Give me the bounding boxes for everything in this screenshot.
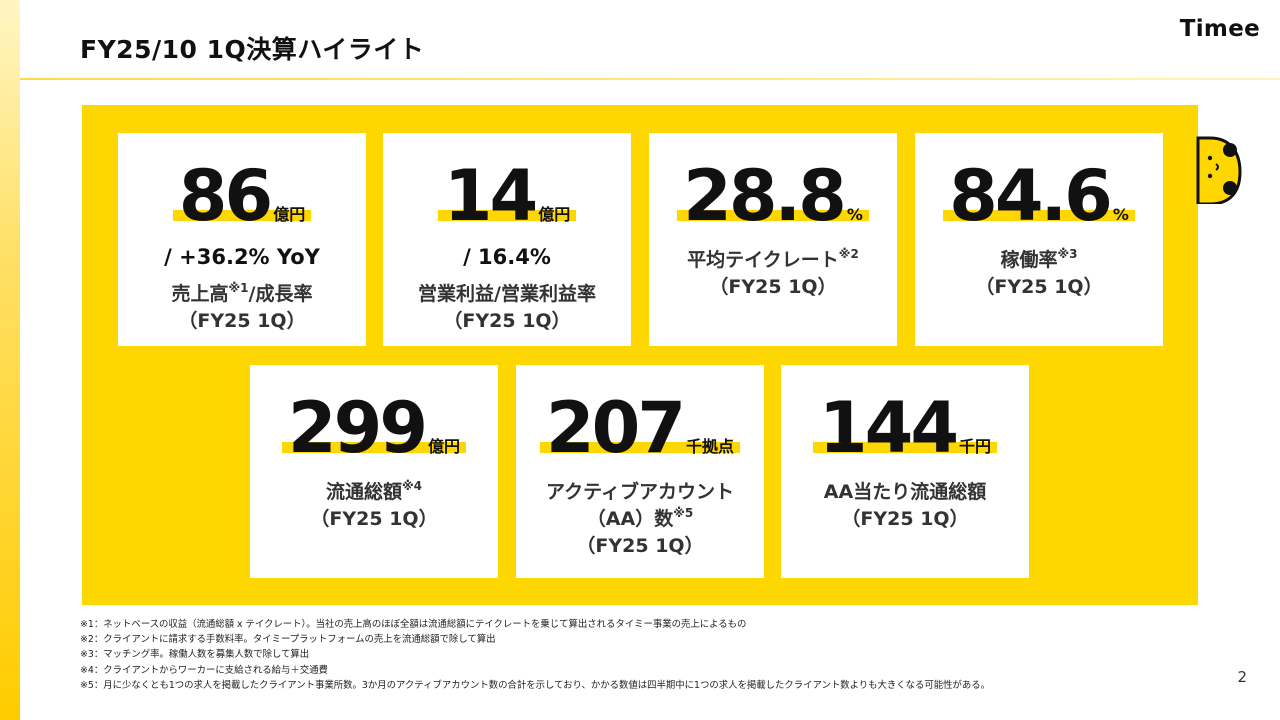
metric-unit: 億円 (538, 205, 571, 224)
footnote-ref: ※5 (673, 506, 694, 520)
metric-unit: 千円 (959, 437, 992, 456)
footnote-1: ※1：ネットベースの収益（流通総額 x テイクレート）。当社の売上高のほぼ全額は… (80, 619, 747, 630)
metric-label: 流通総額 (325, 481, 402, 503)
metric-label: AA当たり流通総額 (823, 481, 987, 503)
metric-unit: % (1112, 205, 1129, 224)
metric-period: （FY25 1Q） (178, 310, 306, 332)
metric-value: 28.8 (683, 155, 847, 237)
metric-period: （FY25 1Q） (841, 508, 969, 530)
footnote-ref: ※4 (402, 479, 423, 493)
mascot-face-icon (1196, 136, 1242, 204)
metric-card-utilization-rate: 84.6% 稼働率※3 （FY25 1Q） (915, 133, 1163, 346)
footnote-2: ※2：クライアントに請求する手数料率。タイミープラットフォームの売上を流通総額で… (80, 634, 496, 646)
page-number: 2 (1237, 668, 1247, 686)
timee-logo: Timee (1179, 16, 1260, 42)
metric-value: 299 (287, 387, 428, 469)
metric-card-gmv-per-account: 144 千円 AA当たり流通総額 （FY25 1Q） (781, 365, 1029, 578)
metric-period: （FY25 1Q） (576, 535, 704, 557)
metric-label: アクティブアカウント (546, 481, 734, 503)
metric-period: （FY25 1Q） (709, 276, 837, 298)
metric-label: 稼働率 (1000, 249, 1058, 271)
metric-unit: % (846, 205, 863, 224)
left-accent-stripe (0, 0, 20, 720)
footnote-ref: ※3 (1057, 247, 1078, 261)
metric-value: 84.6 (949, 155, 1113, 237)
footnote-3: ※3：マッチング率。稼働人数を募集人数で除して算出 (80, 649, 310, 661)
footnote-5: ※5：月に少なくとも1つの求人を掲載したクライアント事業所数。3か月のアクティブ… (80, 679, 991, 691)
metric-period: （FY25 1Q） (975, 276, 1103, 298)
metric-label: 営業利益/営業利益率 (418, 283, 596, 305)
metric-label-suffix: /成長率 (248, 283, 313, 305)
metric-label: 平均テイクレート (687, 249, 839, 271)
metric-label-line2: （AA）数 (586, 508, 674, 530)
metric-value: 144 (818, 387, 959, 469)
metric-subline: / +36.2% YoY (164, 245, 320, 269)
metric-value: 86 (178, 155, 273, 237)
metric-unit: 億円 (273, 205, 306, 224)
metric-card-active-accounts: 207 千拠点 アクティブアカウント （AA）数※5 （FY25 1Q） (516, 365, 764, 578)
metric-label: 売上高 (171, 283, 229, 305)
metric-card-operating-profit: 14 億円 / 16.4% 営業利益/営業利益率 （FY25 1Q） (383, 133, 631, 346)
footnote-ref: ※1 (228, 281, 249, 295)
metric-value: 14 (443, 155, 538, 237)
title-divider (20, 78, 1280, 80)
page-title: FY25/10 1Q決算ハイライト (80, 35, 425, 64)
metric-unit: 億円 (428, 437, 461, 456)
metric-card-gmv: 299 億円 流通総額※4 （FY25 1Q） (250, 365, 498, 578)
footnote-4: ※4：クライアントからワーカーに支給される給与＋交通費 (80, 664, 328, 676)
footnotes: ※1：ネットベースの収益（流通総額 x テイクレート）。当社の売上高のほぼ全額は… (80, 617, 990, 693)
metric-period: （FY25 1Q） (443, 310, 571, 332)
metric-period: （FY25 1Q） (310, 508, 438, 530)
footnote-ref: ※2 (838, 247, 859, 261)
metric-card-take-rate: 28.8% 平均テイクレート※2 （FY25 1Q） (649, 133, 897, 346)
metric-unit: 千拠点 (686, 437, 735, 456)
metric-subline: / 16.4% (463, 245, 551, 269)
metric-card-revenue: 86 億円 / +36.2% YoY 売上高※1/成長率 （FY25 1Q） (118, 133, 366, 346)
metric-value: 207 (545, 387, 686, 469)
